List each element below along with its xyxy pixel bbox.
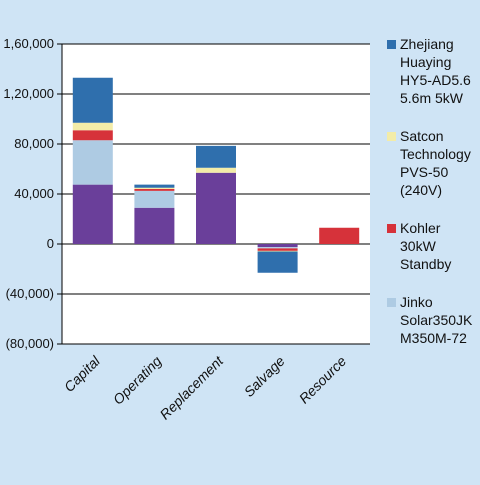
y-tick-label: 0 (47, 236, 54, 251)
bar-segment (319, 227, 360, 244)
bar-segment (196, 145, 236, 168)
y-tick-label: 1,20,000 (3, 86, 54, 101)
bar-segment (257, 244, 298, 248)
y-tick-label: (40,000) (6, 286, 54, 301)
legend-label: Satcon (400, 128, 444, 144)
bar-segment (134, 187, 175, 189)
bar-segment (72, 77, 113, 123)
bar-segment (134, 184, 175, 188)
legend-label: Huaying (400, 54, 451, 70)
y-tick-label: 80,000 (14, 136, 54, 151)
legend-label: Kohler (400, 220, 441, 236)
legend-swatch (387, 298, 396, 307)
bar-segment (196, 167, 236, 173)
bar-segment (134, 189, 175, 191)
bar-segment (257, 250, 298, 252)
x-category-label: Operating (110, 353, 165, 408)
bar-segment (196, 172, 236, 244)
legend-swatch (387, 40, 396, 49)
legend-swatch (387, 224, 396, 233)
legend-label: 30kW (400, 238, 437, 254)
x-category-label: Salvage (241, 353, 288, 400)
bar-segment (72, 122, 113, 131)
legend-label: Jinko (400, 294, 433, 310)
bar-segment (257, 251, 298, 273)
x-category-label: Resource (296, 353, 350, 407)
legend-label: PVS-50 (400, 164, 448, 180)
bar-segment (257, 247, 298, 249)
legend-label: Zhejiang (400, 36, 454, 52)
x-category-label: Capital (61, 352, 104, 395)
y-tick-label: (80,000) (6, 336, 54, 351)
bar-segment (72, 184, 113, 244)
legend-label: Standby (400, 256, 451, 272)
y-tick-label: 1,60,000 (3, 36, 54, 51)
legend-label: Solar350JK (400, 312, 473, 328)
legend-label: HY5-AD5.6 (400, 72, 471, 88)
x-category-label: Replacement (156, 352, 226, 422)
y-tick-label: 40,000 (14, 186, 54, 201)
bar-segment (257, 248, 298, 251)
bar-segment (134, 190, 175, 208)
legend-label: (240V) (400, 182, 442, 198)
legend-label: M350M-72 (400, 330, 467, 346)
legend-swatch (387, 132, 396, 141)
bar-segment (72, 140, 113, 185)
bar-segment (72, 130, 113, 141)
bar-segment (134, 207, 175, 244)
legend-label: 5.6m 5kW (400, 90, 464, 106)
legend-label: Technology (400, 146, 471, 162)
